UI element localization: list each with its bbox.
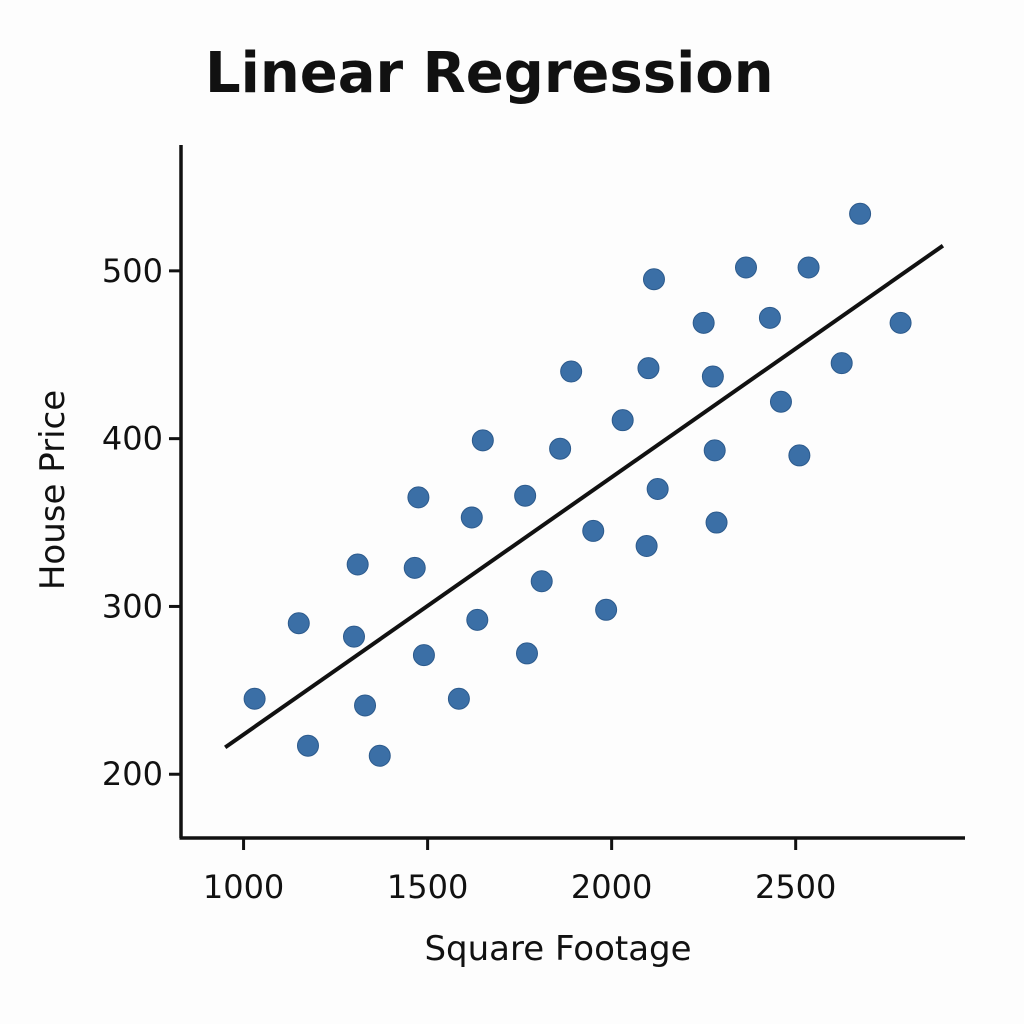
data-point <box>830 352 853 375</box>
data-point <box>642 268 665 291</box>
data-point <box>549 437 572 460</box>
y-tick-label-500: 500 <box>102 252 163 290</box>
data-point <box>734 256 757 279</box>
data-point <box>407 486 430 509</box>
data-point <box>403 556 426 579</box>
data-point <box>703 439 726 462</box>
data-point <box>514 484 537 507</box>
axes <box>179 145 965 840</box>
y-tick-label-400: 400 <box>102 420 163 458</box>
data-point <box>692 311 715 334</box>
data-point <box>769 390 792 413</box>
x-tick-label-1000: 1000 <box>203 868 284 906</box>
data-point <box>758 306 781 329</box>
x-axis-label: Square Footage <box>424 929 691 969</box>
y-tick-label-200: 200 <box>102 755 163 793</box>
data-point <box>296 734 319 757</box>
data-point <box>560 360 583 383</box>
data-point <box>582 519 605 542</box>
data-point <box>412 644 435 667</box>
data-point <box>797 256 820 279</box>
data-point <box>354 694 377 717</box>
x-tick-label-2500: 2500 <box>755 868 836 906</box>
data-point <box>460 506 483 529</box>
data-point <box>646 477 669 500</box>
data-point <box>287 612 310 635</box>
data-point <box>788 444 811 467</box>
data-point <box>705 511 728 534</box>
data-point <box>243 687 266 710</box>
data-point <box>530 570 553 593</box>
data-point <box>515 642 538 665</box>
data-point <box>342 625 365 648</box>
data-point <box>635 535 658 558</box>
x-tick-label-2000: 2000 <box>571 868 652 906</box>
y-tick-label-300: 300 <box>102 587 163 625</box>
data-point <box>701 365 724 388</box>
data-point <box>447 687 470 710</box>
data-point <box>595 598 618 621</box>
regression-line-group <box>224 244 945 750</box>
data-point <box>471 429 494 452</box>
x-tick-label-1500: 1500 <box>387 868 468 906</box>
data-point <box>466 608 489 631</box>
data-point <box>611 409 634 432</box>
data-point <box>849 202 872 225</box>
data-point <box>368 744 391 767</box>
regression-line <box>224 244 945 750</box>
data-point <box>889 311 912 334</box>
data-point <box>637 357 660 380</box>
data-points <box>243 202 912 767</box>
data-point <box>346 553 369 576</box>
chart-title: Linear Regression <box>205 41 774 106</box>
y-axis-label: House Price <box>33 390 73 590</box>
tick-marks: 1000 1500 2000 2500 200 300 400 500 <box>102 252 836 906</box>
